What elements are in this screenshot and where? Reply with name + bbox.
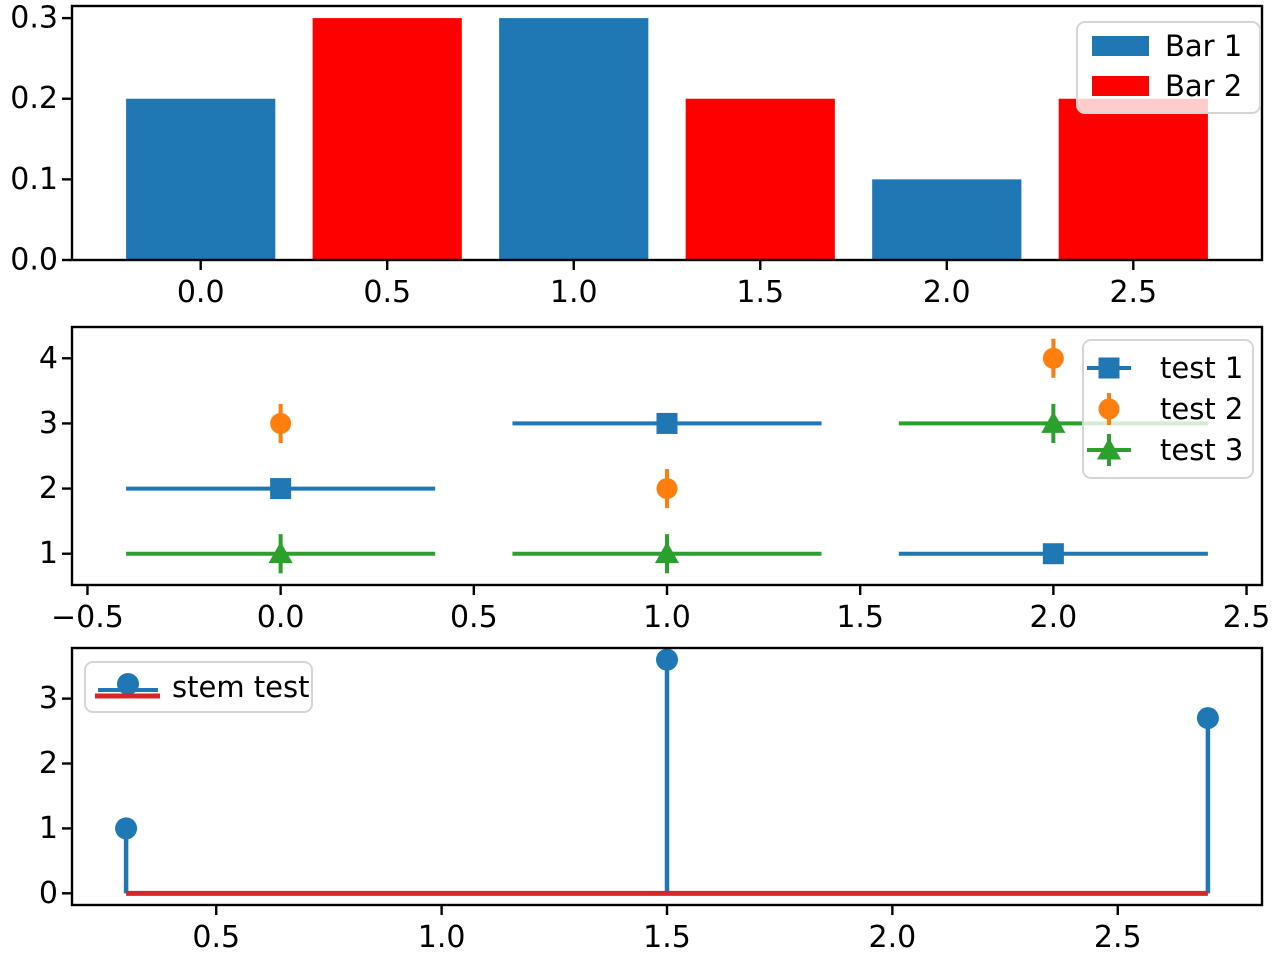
stem-marker — [115, 817, 138, 840]
legend-marker — [1098, 357, 1120, 379]
y-tick-label: 3 — [39, 406, 58, 441]
x-tick-label: 2.5 — [1223, 600, 1271, 635]
errorbar-point — [656, 412, 678, 434]
y-tick-label: 1 — [39, 811, 58, 846]
errorbar-point — [1042, 347, 1064, 369]
y-tick-label: 0.0 — [10, 243, 58, 278]
bar — [312, 18, 462, 260]
legend-label: stem test — [172, 670, 309, 704]
bar — [499, 18, 649, 260]
legend-box — [1082, 339, 1254, 479]
legend-marker — [117, 673, 139, 695]
bar — [1058, 98, 1208, 260]
legend-label: test 3 — [1160, 433, 1243, 467]
legend: stem test — [84, 661, 313, 713]
legend: Bar 1 Bar 2 — [1076, 21, 1261, 114]
x-tick-label: 1.5 — [643, 920, 691, 955]
x-tick-label: 1.5 — [836, 600, 884, 635]
legend-label: Bar 2 — [1165, 69, 1242, 103]
errorbar-point — [656, 478, 678, 500]
legend-box — [84, 661, 313, 713]
x-tick-label: 0.5 — [363, 275, 411, 310]
legend-marker — [1096, 437, 1122, 460]
x-tick-label: 1.0 — [418, 920, 466, 955]
errorbar-point — [1041, 411, 1066, 433]
legend-label: test 1 — [1160, 351, 1243, 385]
x-tick-label: −0.5 — [51, 600, 124, 635]
stem-marker — [1196, 707, 1219, 730]
legend-swatch — [1092, 76, 1149, 96]
y-tick-label: 1 — [39, 536, 58, 571]
stem-marker — [656, 648, 678, 671]
y-tick-label: 0.2 — [10, 81, 58, 116]
subplot-stem-chart: 0.5 1.0 1.5 2.0 2.5 0 1 2 3 stem test — [39, 646, 1264, 955]
bar — [872, 179, 1022, 260]
x-tick-label: 1.5 — [736, 275, 784, 310]
x-tick-label: 1.0 — [643, 600, 691, 635]
y-tick-label: 2 — [39, 746, 58, 781]
x-tick-label: 2.5 — [1109, 275, 1157, 310]
legend-marker — [1098, 398, 1120, 420]
y-tick-label: 2 — [39, 471, 58, 506]
errorbar-point — [268, 541, 293, 564]
x-tick-label: 2.5 — [1094, 920, 1142, 955]
x-tick-label: 0.0 — [177, 275, 225, 310]
legend-swatch — [1092, 36, 1149, 56]
y-tick-label: 0.3 — [10, 1, 58, 36]
legend: test 1 test 2 test 3 — [1082, 339, 1254, 479]
x-tick-label: 1.0 — [550, 275, 598, 310]
x-tick-label: 0.5 — [192, 920, 240, 955]
x-tick-label: 2.0 — [1030, 600, 1078, 635]
x-tick-label: 2.0 — [923, 275, 971, 310]
subplot-bar-chart: 0.0 0.5 1.0 1.5 2.0 2.5 0.0 0.1 0.2 0.3 Bar 1 Bar 2 — [10, 1, 1264, 310]
bar — [126, 98, 276, 260]
y-tick-label: 0.1 — [10, 162, 58, 197]
legend-label: Bar 1 — [1165, 29, 1242, 63]
axes-frame — [70, 4, 1264, 262]
errorbar-point — [270, 478, 292, 500]
y-tick-label: 4 — [39, 341, 58, 376]
x-tick-label: 0.0 — [257, 600, 305, 635]
errorbar-point — [654, 541, 680, 564]
y-tick-label: 0 — [39, 876, 58, 911]
x-tick-label: 0.5 — [450, 600, 498, 635]
legend-label: test 2 — [1160, 392, 1243, 426]
x-tick-label: 2.0 — [869, 920, 917, 955]
errorbar-point — [1042, 543, 1064, 565]
bar — [685, 98, 835, 260]
y-tick-label: 3 — [39, 681, 58, 716]
errorbar-point — [270, 412, 292, 434]
